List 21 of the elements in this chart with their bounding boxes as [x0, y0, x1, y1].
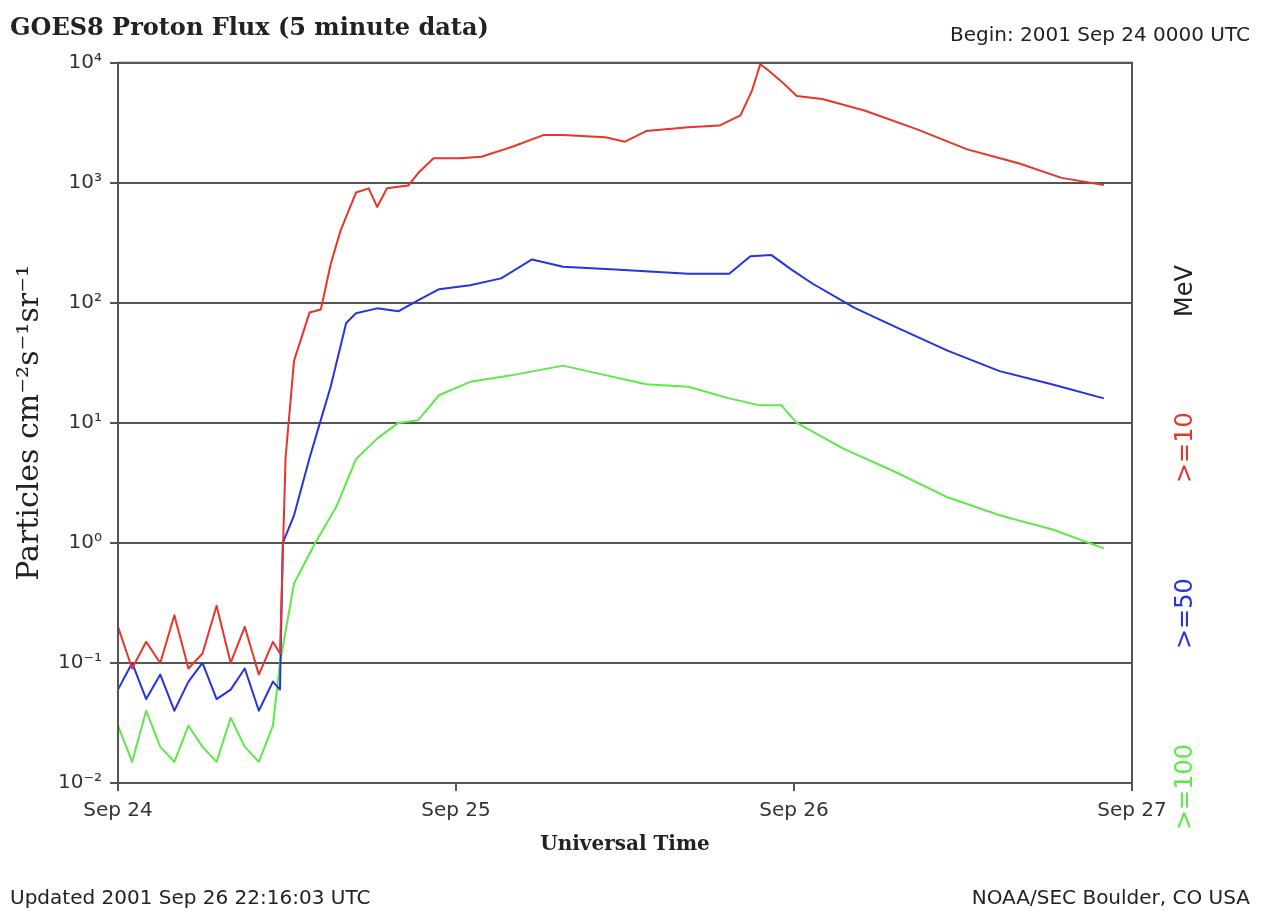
y-axis-title: Particles cm⁻²s⁻¹sr⁻¹ [9, 265, 45, 581]
legend-title: MeV [1170, 265, 1198, 318]
y-tick-label: 10⁰ [68, 529, 103, 554]
chart-title: GOES8 Proton Flux (5 minute data) [10, 11, 489, 41]
text: >=50 [1170, 578, 1198, 649]
y-tick-label: 10⁻¹ [57, 649, 103, 674]
text: NOAA/SEC Boulder, CO USA [971, 885, 1250, 909]
y-tick-label: 10⁴ [68, 49, 103, 73]
x-tick-label: Sep 24 [83, 797, 153, 822]
text: Updated 2001 Sep 26 22:16:03 UTC [10, 885, 371, 909]
text: >=100 [1170, 743, 1198, 830]
x-tick-label: Sep 25 [421, 797, 491, 822]
x-tick-label: Sep 27 [1097, 797, 1167, 822]
x-axis-title: Universal Time [540, 831, 710, 856]
text: Begin: 2001 Sep 24 0000 UTC [949, 22, 1250, 46]
y-tick-label: 10⁻² [57, 769, 103, 794]
y-tick-label: 10³ [68, 169, 103, 194]
y-tick-label: 10¹ [68, 409, 103, 434]
text: >=10 [1170, 412, 1198, 484]
x-tick-label: Sep 26 [759, 797, 829, 822]
y-tick-label: 10² [68, 289, 103, 314]
